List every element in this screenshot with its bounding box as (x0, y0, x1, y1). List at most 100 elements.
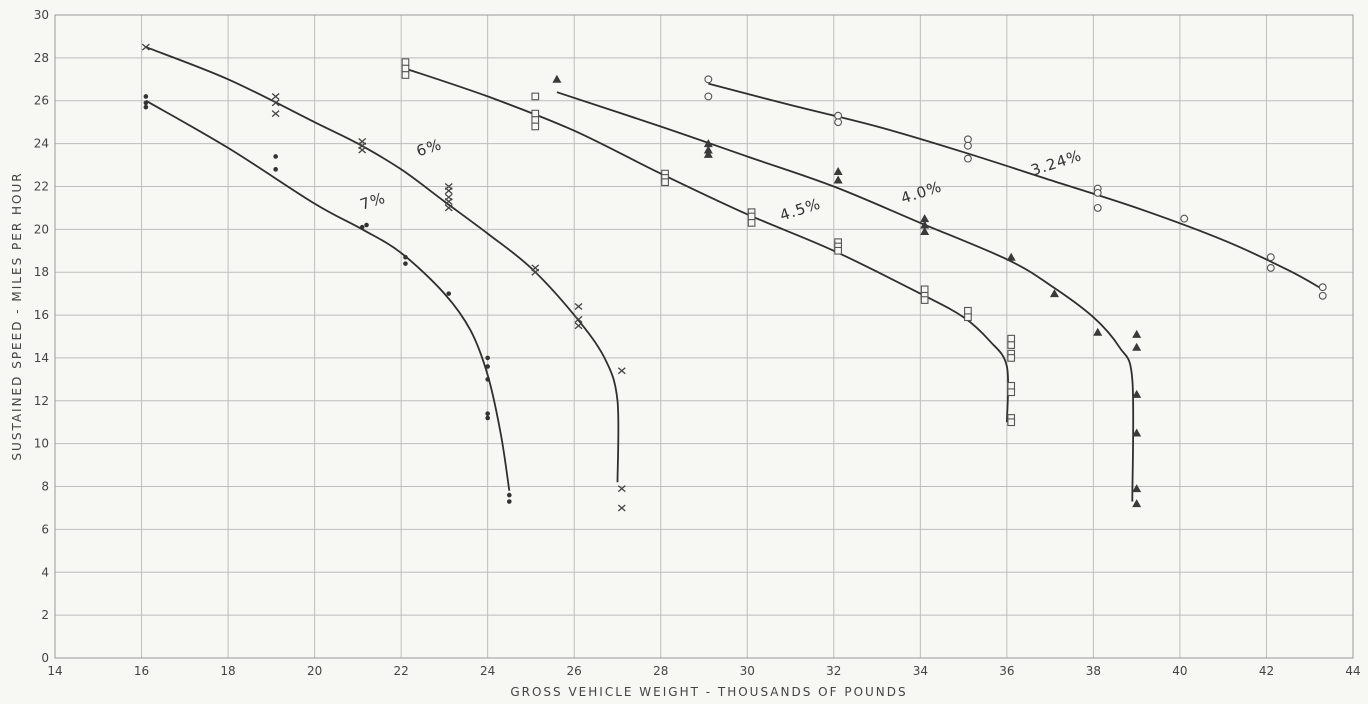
x-tick-label: 32 (826, 664, 841, 678)
data-point-circle (1318, 283, 1327, 292)
y-tick-label: 20 (34, 222, 49, 236)
data-point-dot (143, 94, 149, 99)
y-tick-label: 0 (41, 651, 49, 665)
y-tick-label: 24 (34, 137, 49, 151)
data-point-circle (704, 75, 713, 84)
curve-label: 3.24% (1029, 146, 1085, 179)
data-point-x (444, 204, 453, 212)
data-point-triangle (833, 175, 843, 184)
y-tick-label: 6 (41, 522, 49, 536)
data-point-dot (403, 254, 408, 260)
y-tick-label: 2 (41, 608, 49, 622)
data-point-triangle (920, 226, 930, 235)
data-point-dot (485, 411, 490, 416)
data-point-square (964, 313, 972, 322)
data-point-triangle (703, 145, 713, 154)
data-point-dot (485, 364, 490, 369)
data-point-x (271, 92, 280, 100)
x-tick-label: 34 (913, 664, 928, 678)
y-tick-label: 12 (34, 394, 49, 408)
x-tick-label: 36 (999, 664, 1014, 678)
data-point-square (401, 58, 410, 67)
data-point-triangle (1132, 389, 1142, 398)
data-points (141, 43, 1327, 512)
y-tick-label: 28 (34, 51, 49, 65)
data-point-triangle (552, 74, 562, 83)
data-point-triangle (920, 220, 930, 229)
curve-45-grade (405, 67, 1010, 423)
data-point-dot (485, 377, 490, 382)
data-point-dot (273, 154, 278, 159)
data-point-square (1007, 341, 1016, 349)
data-point-triangle (703, 149, 713, 158)
x-tick-label: 38 (1086, 664, 1101, 678)
curve-40-grade (556, 91, 1135, 502)
data-point-triangle (920, 214, 930, 223)
curve-label: 6% (414, 135, 444, 160)
x-tick-label: 30 (740, 664, 755, 678)
data-point-square (531, 109, 540, 118)
data-point-x (271, 99, 280, 107)
data-point-dot (143, 104, 149, 110)
data-point-dot (364, 222, 369, 228)
data-point-circle (963, 154, 972, 163)
data-point-square (747, 212, 756, 221)
x-tick-label: 20 (307, 664, 322, 678)
data-point-square (401, 71, 410, 79)
curve-label: 4.5% (778, 194, 824, 224)
x-tick-label: 18 (220, 664, 235, 678)
y-tick-label: 22 (34, 179, 49, 193)
data-point-triangle (1132, 329, 1142, 338)
data-point-dot (485, 355, 490, 361)
x-tick-label: 40 (1172, 664, 1187, 678)
data-point-x (358, 146, 367, 154)
data-point-square (531, 122, 540, 131)
data-point-square (531, 92, 540, 101)
data-point-x (271, 110, 280, 118)
data-point-circle (834, 118, 843, 127)
y-tick-label: 26 (34, 94, 49, 108)
data-point-square (1007, 354, 1016, 362)
data-point-circle (1318, 291, 1327, 300)
data-point-circle (1266, 263, 1275, 272)
y-axis-title: SUSTAINED SPEED - MILES PER HOUR (10, 171, 24, 460)
data-point-dot (507, 499, 512, 504)
data-point-square (401, 64, 410, 73)
data-point-x (617, 504, 626, 512)
data-point-triangle (1132, 499, 1142, 508)
x-tick-label: 44 (1345, 664, 1360, 678)
data-point-triangle (1132, 342, 1142, 351)
data-point-square (834, 246, 842, 255)
data-point-circle (963, 135, 972, 144)
data-point-x (574, 302, 583, 310)
data-point-circle (1266, 253, 1275, 262)
curve-6-grade (145, 46, 620, 483)
data-point-x (531, 268, 540, 276)
data-point-triangle (833, 166, 843, 175)
tick-labels: 14 16 18 20 22 24 26 28 30 32 34 36 38 40 42 44 0 24 6 8 10 1… (34, 8, 1361, 678)
fitted-curves (145, 46, 1324, 502)
x-tick-label: 28 (653, 664, 668, 678)
grid (54, 14, 1354, 659)
data-point-triangle (1132, 484, 1142, 493)
x-tick-label: 42 (1259, 664, 1274, 678)
data-point-dot (359, 224, 365, 230)
data-point-circle (834, 111, 843, 120)
data-point-square (1007, 418, 1016, 427)
data-point-triangle (1093, 327, 1103, 336)
y-tick-label: 8 (41, 480, 49, 494)
data-point-triangle (703, 139, 713, 148)
data-point-triangle (1049, 289, 1059, 298)
data-point-circle (963, 141, 972, 150)
data-point-dot (485, 415, 490, 421)
x-tick-label: 22 (393, 664, 408, 678)
data-point-square (661, 178, 669, 187)
data-point-x (444, 197, 453, 205)
x-tick-label: 24 (480, 664, 495, 678)
x-axis-title: GROSS VEHICLE WEIGHT - THOUSANDS OF POUN… (510, 685, 907, 699)
x-tick-label: 14 (47, 664, 62, 678)
data-point-square (1007, 388, 1016, 397)
y-tick-label: 16 (34, 308, 49, 322)
y-tick-label: 10 (34, 437, 49, 451)
